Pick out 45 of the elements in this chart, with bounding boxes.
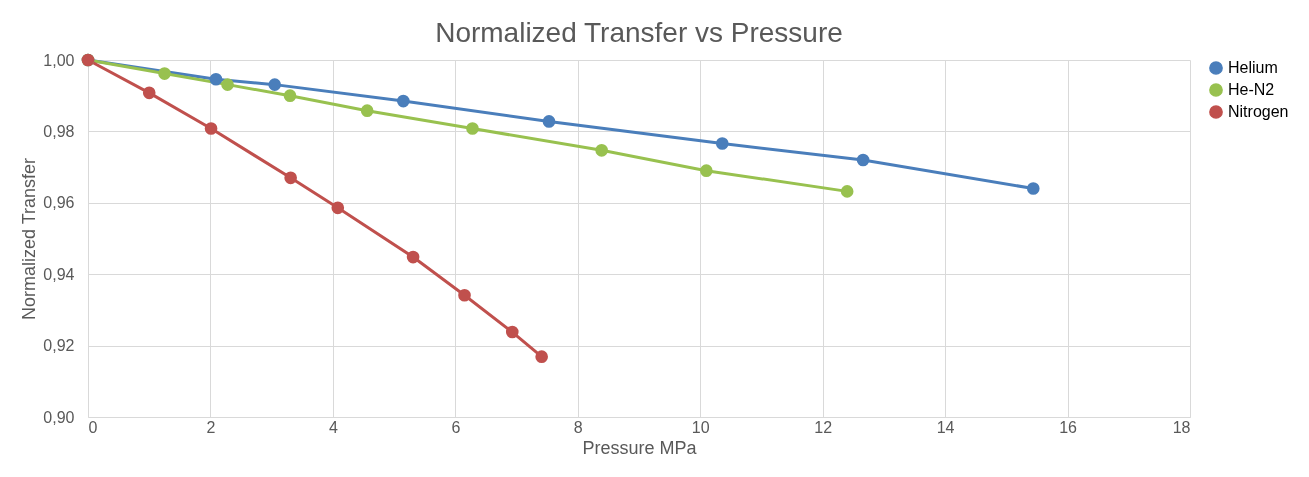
y-tick-label: 0,94 xyxy=(43,265,75,283)
point xyxy=(209,72,223,86)
x-tick-label: 0 xyxy=(88,418,98,436)
point xyxy=(268,78,282,91)
point xyxy=(466,122,479,135)
legend-label: He-N2 xyxy=(1228,81,1275,98)
point xyxy=(158,67,171,80)
x-tick-label: 16 xyxy=(1059,418,1078,436)
x-tick-label: 14 xyxy=(936,418,955,436)
x-tick-label: 2 xyxy=(206,418,216,436)
point xyxy=(284,171,297,185)
x-tick-label: 4 xyxy=(328,418,338,436)
point xyxy=(856,153,870,167)
x-tick-label: 6 xyxy=(451,418,461,436)
point xyxy=(283,89,297,103)
point xyxy=(360,104,374,118)
y-tick-label: 1,00 xyxy=(43,51,75,69)
point xyxy=(595,144,608,157)
point xyxy=(542,115,556,128)
y-tick-label: 0,96 xyxy=(43,194,75,212)
y-tick-label: 0,98 xyxy=(43,122,75,140)
point xyxy=(142,86,156,100)
point xyxy=(535,350,548,363)
x-tick-label: 10 xyxy=(691,418,710,436)
point xyxy=(840,185,854,198)
x-tick-label: 12 xyxy=(814,418,833,436)
point xyxy=(1026,182,1040,195)
y-tick-label: 0,90 xyxy=(43,408,75,426)
point xyxy=(221,78,234,91)
x-tick-label: 8 xyxy=(573,418,583,436)
point xyxy=(715,137,729,150)
legend-label: Helium xyxy=(1228,59,1278,76)
point xyxy=(700,164,713,177)
point xyxy=(331,201,345,215)
chart-title: Normalized Transfer vs Pressure xyxy=(435,17,843,48)
y-tick-label: 0,92 xyxy=(43,337,75,355)
legend-label: Nitrogen xyxy=(1228,103,1289,120)
point xyxy=(406,250,420,264)
x-axis-title: Pressure MPa xyxy=(582,437,698,458)
point xyxy=(204,122,218,135)
y-axis-title: Normalized Transfer xyxy=(19,157,40,321)
point xyxy=(396,94,410,108)
x-tick-label: 18 xyxy=(1172,418,1191,436)
point xyxy=(458,288,471,302)
point xyxy=(505,325,519,339)
